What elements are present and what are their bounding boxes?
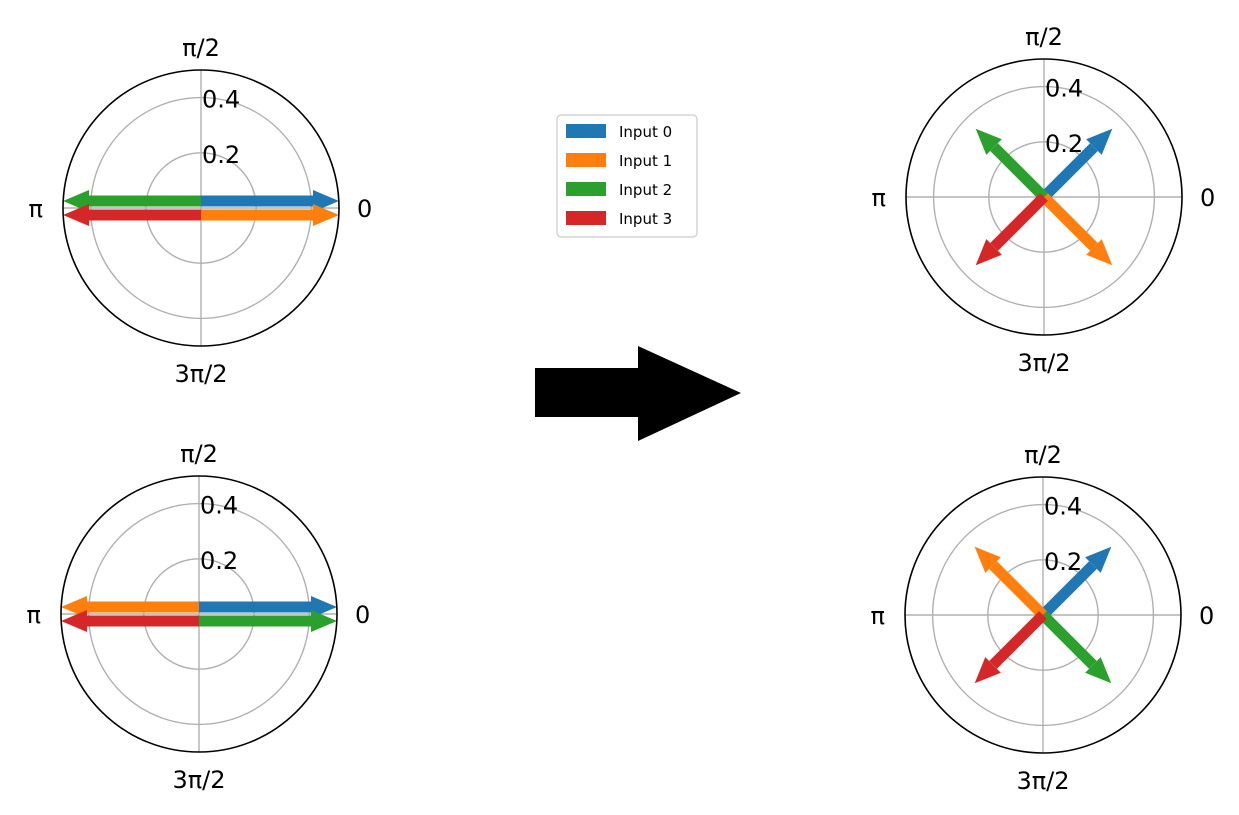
polar-plot-1: 0 π/2 π 3π/2 0.2 0.4 [27, 440, 371, 794]
arrow-input-3 [975, 193, 1048, 266]
arrow-input-1 [1040, 193, 1113, 266]
arrow-head [974, 546, 1001, 573]
arrow-input-3 [61, 609, 200, 632]
arrow-shaft [989, 561, 1047, 619]
theta-tick-label: 0 [357, 195, 372, 223]
arrow-head [61, 595, 88, 618]
arrow-head [63, 203, 90, 226]
legend-label-input-1: Input 1 [619, 152, 672, 170]
arrow-shaft [1040, 193, 1098, 251]
theta-tick-label: 0 [1200, 184, 1215, 212]
arrow-input-1 [974, 546, 1047, 619]
theta-tick-label: 0 [355, 601, 370, 629]
r-tick-label: 0.2 [200, 547, 238, 575]
arrow-head [975, 239, 1002, 266]
polar-plot-3: 0 π/2 π 3π/2 0.2 0.4 [871, 441, 1215, 795]
legend-swatch-input-3 [566, 211, 606, 225]
arrow-input-3 [974, 611, 1047, 684]
theta-tick-label: π [871, 602, 885, 630]
arrow-input-0 [201, 190, 339, 212]
arrow-head [311, 596, 337, 618]
arrow-head [61, 609, 88, 632]
arrow-head [311, 610, 337, 632]
theta-tick-label: π [27, 601, 41, 629]
legend-frame [556, 114, 698, 238]
right-arrow-icon [535, 346, 741, 441]
theta-tick-label: π [872, 184, 886, 212]
arrow-head [1085, 657, 1112, 684]
arrow-shaft [990, 143, 1048, 201]
arrow-head [1085, 546, 1112, 573]
r-tick-label: 0.4 [1045, 75, 1083, 103]
theta-tick-label: 3π/2 [174, 360, 227, 388]
arrow-head [975, 128, 1002, 155]
polar-plot-2: 0 π/2 π 3π/2 0.2 0.4 [872, 23, 1216, 377]
arrow-head [1086, 128, 1113, 155]
arrow-input-2 [199, 610, 337, 632]
polar-frame [60, 475, 338, 753]
legend-swatch-input-1 [566, 153, 606, 167]
polar-frame [904, 476, 1182, 754]
arrow-input-3 [63, 203, 202, 226]
theta-tick-label: 3π/2 [172, 766, 225, 794]
arrow-input-0 [1039, 546, 1112, 619]
arrow-shaft [989, 611, 1047, 669]
theta-tick-label: π/2 [1025, 23, 1063, 51]
arrow-input-1 [61, 595, 200, 618]
polar-frame [62, 69, 340, 347]
theta-tick-label: π [29, 195, 43, 223]
legend: Input 0 Input 1 Input 2 Input 3 [556, 114, 698, 238]
theta-tick-label: 3π/2 [1017, 349, 1070, 377]
theta-tick-label: π/2 [180, 440, 218, 468]
legend-swatch-input-2 [566, 182, 606, 196]
theta-tick-label: 3π/2 [1016, 767, 1069, 795]
arrow-shaft [1040, 143, 1098, 201]
arrow-head [313, 190, 339, 212]
arrow-head [63, 189, 90, 212]
legend-label-input-0: Input 0 [619, 123, 672, 141]
r-tick-label: 0.4 [200, 492, 238, 520]
r-tick-label: 0.2 [1044, 548, 1082, 576]
arrow-head [313, 204, 339, 226]
arrow-input-2 [975, 128, 1048, 201]
legend-swatch-input-0 [566, 124, 606, 138]
arrow-input-2 [63, 189, 202, 212]
legend-label-input-2: Input 2 [619, 181, 672, 199]
arrow-input-1 [201, 204, 339, 226]
theta-tick-label: 0 [1199, 602, 1214, 630]
arrow-input-0 [1040, 128, 1113, 201]
theta-tick-label: π/2 [1024, 441, 1062, 469]
arrow-input-2 [1039, 611, 1112, 684]
r-tick-label: 0.2 [1045, 130, 1083, 158]
polar-frame [905, 58, 1183, 336]
r-tick-label: 0.2 [202, 141, 240, 169]
r-tick-label: 0.4 [202, 86, 240, 114]
arrow-shaft [1039, 561, 1097, 619]
arrow-input-0 [199, 596, 337, 618]
legend-label-input-3: Input 3 [619, 210, 672, 228]
arrow-shaft [990, 193, 1048, 251]
r-tick-label: 0.4 [1044, 493, 1082, 521]
polar-plot-0: 0 π/2 π 3π/2 0.2 0.4 [29, 34, 373, 388]
arrow-shaft [1039, 611, 1097, 669]
polar-plots: 0π/2π3π/20.20.40π/2π3π/20.20.40π/2π3π/20… [27, 23, 1216, 795]
arrow-head [974, 657, 1001, 684]
theta-tick-label: π/2 [182, 34, 220, 62]
arrow-head [1086, 239, 1113, 266]
